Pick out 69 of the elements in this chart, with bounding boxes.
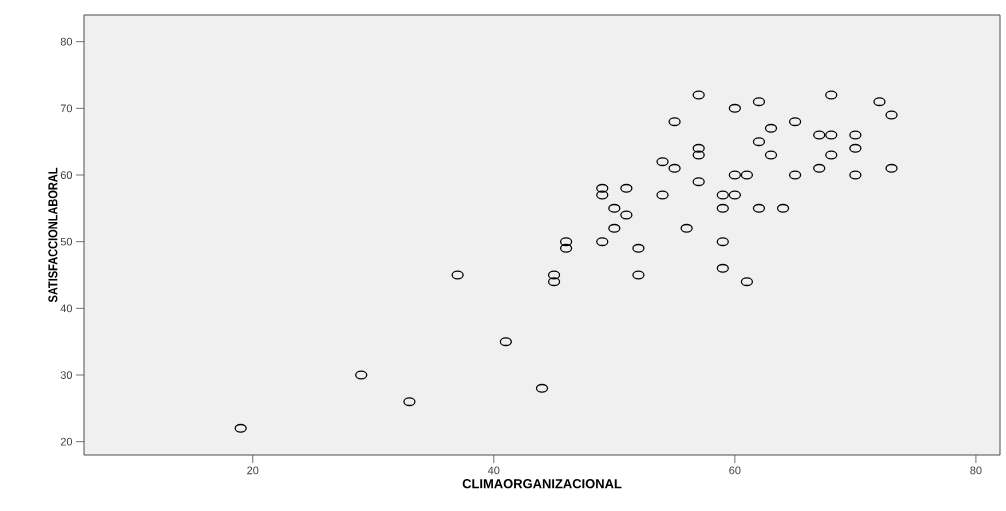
y-tick-label: 20 (60, 437, 73, 446)
point (788, 170, 802, 180)
point (716, 263, 729, 273)
point (596, 190, 609, 200)
y-tick-label: 40 (60, 304, 73, 313)
point (849, 143, 862, 153)
point (535, 383, 549, 393)
y-tick-label: 70 (60, 104, 73, 113)
x-tick-label: 20 (247, 466, 259, 475)
y-tick-label: 30 (60, 371, 73, 379)
point (716, 190, 729, 200)
point (692, 150, 705, 160)
point (752, 137, 766, 147)
point (776, 203, 790, 213)
point (668, 117, 681, 127)
point (499, 337, 512, 347)
point (451, 270, 464, 280)
point (547, 277, 561, 287)
point (692, 90, 705, 100)
point (825, 150, 838, 160)
point (620, 210, 633, 220)
point (596, 183, 609, 193)
point (559, 243, 573, 253)
point (885, 110, 898, 120)
point (849, 130, 862, 140)
point (620, 183, 633, 193)
point (596, 237, 609, 247)
point (752, 97, 766, 107)
point (788, 117, 802, 127)
point (752, 203, 766, 213)
point (728, 190, 741, 200)
point (632, 243, 645, 253)
point (656, 157, 669, 167)
point (668, 163, 681, 173)
point (608, 203, 621, 213)
x-tick-label: 60 (729, 466, 741, 475)
point (716, 203, 729, 213)
point (632, 270, 645, 280)
y-tick-label: 50 (60, 237, 73, 246)
point (885, 163, 898, 173)
point (813, 130, 826, 140)
point (764, 123, 778, 133)
point (692, 143, 705, 153)
point (740, 170, 754, 180)
point (680, 223, 693, 233)
point (608, 223, 621, 233)
x-axis-title: CLIMAORGANIZACIONAL (462, 479, 622, 489)
point (692, 177, 705, 187)
point (234, 423, 247, 433)
point (403, 397, 416, 407)
point (716, 237, 729, 247)
point (656, 190, 669, 200)
point (873, 97, 886, 107)
point (825, 90, 838, 100)
point (728, 103, 741, 113)
point (764, 150, 778, 160)
point (825, 130, 838, 140)
point (547, 270, 561, 280)
point (355, 370, 368, 380)
x-tick-label: 80 (970, 466, 982, 475)
point (728, 170, 741, 180)
y-tick-label: 60 (60, 171, 73, 179)
y-tick-label: 80 (60, 37, 73, 46)
point (559, 237, 573, 247)
y-axis-title: SATISFACCIONLABORAL (48, 167, 58, 303)
point (740, 277, 754, 287)
point (813, 163, 826, 173)
point (849, 170, 862, 180)
x-tick-label: 40 (487, 466, 500, 475)
